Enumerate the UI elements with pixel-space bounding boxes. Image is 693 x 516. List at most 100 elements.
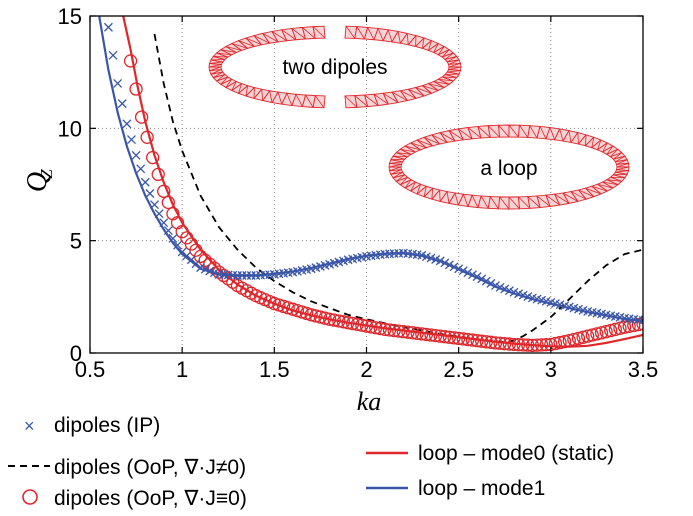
series-layer — [98, 16, 643, 353]
y-tick-label: 10 — [58, 116, 82, 141]
ring-diagonal — [606, 145, 614, 155]
data-point-circle — [140, 130, 154, 144]
data-point-circle — [327, 313, 341, 327]
ring-diagonal — [390, 169, 402, 175]
data-point-x — [140, 177, 150, 187]
ring-diagonal — [415, 87, 432, 94]
svg-text:Z: Z — [37, 169, 56, 179]
ring-diagonal — [578, 189, 595, 198]
data-point-circle — [617, 320, 632, 334]
ring-diagonal — [441, 49, 450, 58]
data-point-circle — [336, 315, 351, 329]
data-point-x — [168, 233, 178, 243]
ring-diagonal — [269, 90, 273, 103]
ring-diagonal — [404, 179, 412, 189]
data-point-circle — [562, 333, 576, 348]
ring-diagonal — [392, 171, 403, 179]
data-point-circle — [359, 319, 374, 333]
ring-diagonal — [499, 196, 510, 210]
ring-diagonal — [616, 162, 629, 168]
ring-diagonal — [439, 132, 456, 142]
data-point-circle — [161, 195, 175, 210]
ring-diagonal — [344, 95, 358, 108]
data-point-circle — [369, 321, 383, 335]
data-point-circle — [585, 328, 599, 342]
legend-item-dipoles-oop-nonzero: dipoles (OoP, ∇·J≠0) — [8, 456, 246, 479]
data-point-circle — [350, 317, 364, 332]
inset-a-loop: a loop — [388, 124, 630, 210]
ring-diagonal — [391, 91, 408, 101]
data-point-circle — [410, 326, 424, 340]
ring-diagonal — [448, 130, 464, 141]
ring-drawing — [388, 124, 630, 210]
legend-item-loop-mode1: loop – mode1 — [366, 477, 545, 500]
data-point-circle — [461, 332, 475, 347]
ring-diagonal — [389, 161, 403, 164]
data-point-circle — [479, 335, 493, 349]
ring-diagonal — [410, 181, 416, 192]
ring-diagonal — [377, 28, 384, 41]
ring-diagonal — [448, 63, 461, 68]
ring-diagonal — [554, 193, 570, 204]
ring-diagonal — [345, 25, 356, 39]
series-2 — [123, 54, 643, 353]
data-point-circle — [581, 329, 595, 343]
ring-diagonal — [238, 40, 255, 47]
ring-diagonal — [209, 66, 222, 71]
ring-diagonal — [245, 85, 249, 97]
data-point-circle — [424, 328, 438, 342]
legend-label-dipoles-oop-zero: dipoles (OoP, ∇·J≡0) — [54, 487, 247, 510]
ring-diagonal — [382, 92, 399, 103]
y-tick-label: 0 — [70, 341, 82, 366]
data-point-circle — [456, 332, 470, 346]
legend-item-dipoles-ip: × dipoles (IP) — [24, 414, 160, 437]
data-point-x — [117, 99, 127, 109]
data-point-circle — [207, 261, 222, 275]
ring-diagonal — [591, 185, 608, 192]
ring-diagonal — [225, 46, 242, 51]
ring-diagonal — [447, 70, 461, 73]
x-tick-label: 3.5 — [628, 357, 659, 382]
x-axis-label: ka — [357, 387, 382, 416]
data-point-circle — [151, 167, 165, 182]
data-point-circle — [470, 333, 484, 348]
legend-circle-marker-icon — [22, 489, 38, 505]
ring-diagonal — [616, 159, 628, 165]
ring-diagonal — [489, 196, 499, 210]
x-tick-label: 2 — [360, 357, 372, 382]
data-point-x — [131, 150, 141, 160]
ring-diagonal — [467, 127, 482, 139]
ring-diagonal — [271, 31, 288, 42]
ring-diagonal — [421, 37, 425, 49]
data-point-circle — [318, 311, 332, 325]
ring-diagonal — [302, 27, 316, 39]
ring-diagonal — [406, 33, 409, 45]
ring-diagonal — [549, 127, 556, 140]
ring-diagonal — [356, 26, 365, 40]
data-point-circle — [613, 321, 627, 335]
ring-diagonal — [454, 192, 459, 206]
ring-diagonal — [559, 128, 564, 142]
ring-diagonal — [458, 128, 473, 140]
annotation-two-dipoles: two dipoles — [282, 56, 387, 79]
ring-diagonal — [400, 90, 417, 99]
ring-diagonal — [498, 124, 510, 138]
x-tick-label: 3 — [545, 357, 557, 382]
ring-diagonal — [536, 195, 551, 207]
ring-diagonal — [428, 40, 432, 51]
ring-diagonal — [395, 174, 405, 182]
data-point-circle — [373, 321, 387, 336]
series-line — [98, 16, 643, 323]
ring-diagonal — [508, 196, 520, 210]
data-point-circle — [484, 335, 498, 349]
ring-diagonal — [597, 183, 614, 189]
ring-diagonal — [238, 83, 242, 94]
ring-diagonal — [225, 79, 233, 88]
ring-diagonal — [416, 184, 421, 195]
ring-diagonal — [447, 56, 457, 63]
legend-item-loop-mode0: loop – mode0 (static) — [366, 442, 614, 465]
ring-diagonal — [518, 196, 531, 209]
data-point-circle — [428, 328, 443, 343]
ring-diagonal — [442, 76, 457, 79]
ring-diagonal — [312, 26, 326, 39]
